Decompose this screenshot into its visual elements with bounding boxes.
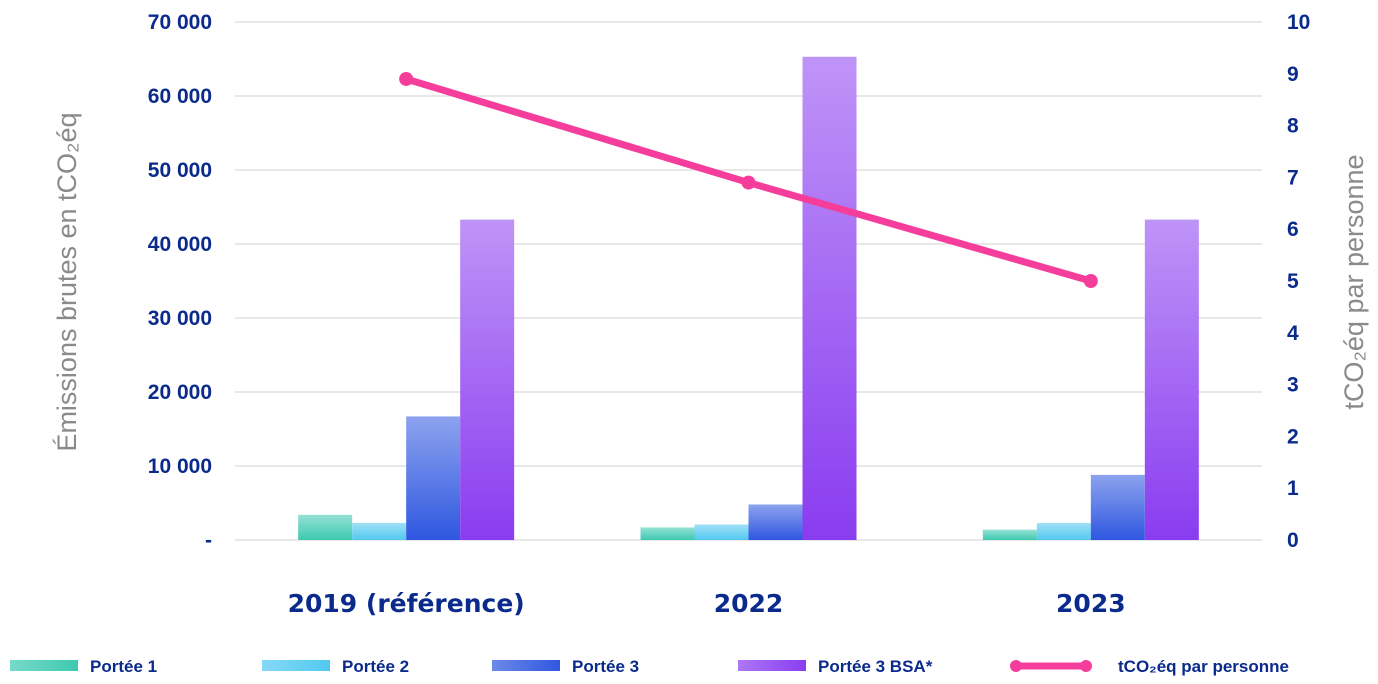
category-labels: 2019 (référence) 2022 2023 [288,589,1126,618]
category-label: 2019 (référence) [288,589,525,618]
y2-tick-label: 9 [1287,63,1299,86]
y2-tick-label: 10 [1287,11,1310,34]
y-tick-label: 40 000 [148,233,212,256]
bar-port-e-2 [352,522,407,540]
line-series [399,71,1098,288]
legend-line-point [1080,660,1092,672]
y2-tick-label: 7 [1287,166,1299,189]
y2-tick-label: 8 [1287,115,1299,138]
legend-swatch [738,660,806,671]
bar-port-e-3-bsa [1144,219,1199,540]
y-tick-label: 20 000 [148,381,212,404]
line-point [741,175,756,190]
legend-label: tCO₂éq par personne [1118,657,1289,676]
y2-axis-ticks: 0 1 2 3 4 5 6 7 8 9 10 [1287,11,1310,552]
legend-swatch [492,660,560,671]
bar-port-e-1 [982,529,1037,540]
y2-tick-label: 6 [1287,218,1299,241]
y-axis-title: Émissions brutes en tCO₂éq [52,112,82,451]
y2-tick-label: 5 [1287,270,1299,293]
legend: Portée 1 Portée 2 Portée 3 Portée 3 BSA* tCO… [10,657,1289,676]
legend-swatch [10,660,78,671]
bar-port-e-2 [1036,522,1091,540]
y2-tick-label: 2 [1287,425,1299,448]
bar-port-e-3-bsa [802,56,857,540]
category-label: 2023 [1056,589,1126,618]
category-label: 2022 [714,589,784,618]
y-axis-ticks: - 10 000 20 000 30 000 40 000 50 000 60 000 70 … [148,11,212,552]
bar-port-e-3 [1090,474,1145,540]
y-tick-label: 30 000 [148,307,212,330]
y2-axis-title: tCO₂éq par personne [1339,154,1369,409]
y-tick-label: 60 000 [148,85,212,108]
legend-line-point [1010,660,1022,672]
legend-label: Portée 2 [342,657,409,676]
bar-port-e-3 [748,504,803,540]
bar-port-e-2 [694,524,749,540]
y-tick-label: 70 000 [148,11,212,34]
legend-swatch [262,660,330,671]
legend-label: Portée 3 [572,657,639,676]
bar-port-e-3-bsa [460,219,515,540]
bar-port-e-1 [298,514,353,540]
legend-label: Portée 1 [90,657,157,676]
y2-tick-label: 1 [1287,477,1299,500]
line-point [399,71,414,86]
gridlines [235,21,1262,541]
bars [298,56,1199,540]
y-tick-label: - [205,529,212,552]
bar-port-e-3 [406,416,461,540]
y-tick-label: 50 000 [148,159,212,182]
y-tick-label: 10 000 [148,455,212,478]
y2-tick-label: 3 [1287,374,1299,397]
y2-tick-label: 4 [1287,322,1299,345]
y2-tick-label: 0 [1287,529,1299,552]
bar-port-e-1 [640,527,695,540]
line-point [1083,274,1098,288]
legend-label: Portée 3 BSA* [818,657,933,676]
